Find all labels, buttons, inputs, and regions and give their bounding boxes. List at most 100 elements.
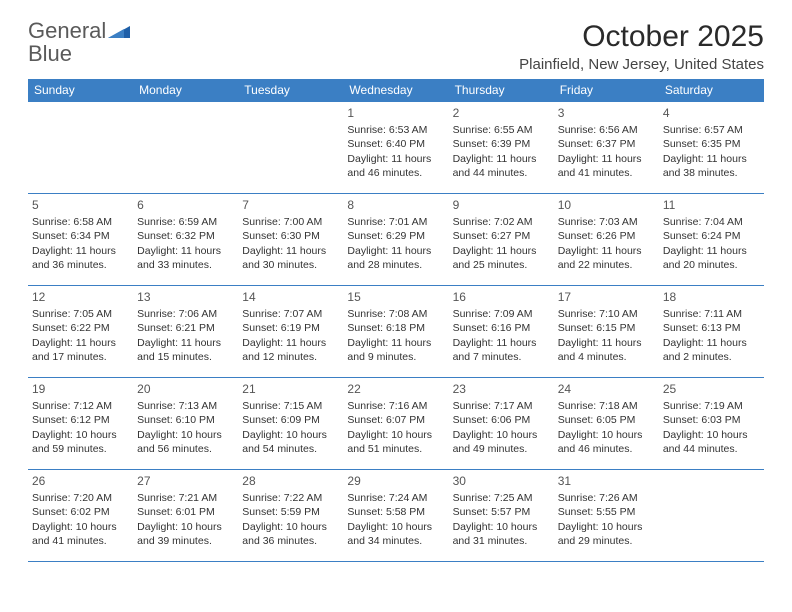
sunrise-text: Sunrise: 7:20 AM [32,491,129,505]
calendar-day-cell: 26Sunrise: 7:20 AMSunset: 6:02 PMDayligh… [28,470,133,562]
daylight1-text: Daylight: 10 hours [558,428,655,442]
sunset-text: Sunset: 5:58 PM [347,505,444,519]
sunset-text: Sunset: 6:03 PM [663,413,760,427]
weekday-header: Wednesday [343,79,448,102]
weekday-row: Sunday Monday Tuesday Wednesday Thursday… [28,79,764,102]
sunset-text: Sunset: 5:57 PM [453,505,550,519]
calendar-week-row: 12Sunrise: 7:05 AMSunset: 6:22 PMDayligh… [28,286,764,378]
weekday-header: Thursday [449,79,554,102]
calendar-day-cell: 5Sunrise: 6:58 AMSunset: 6:34 PMDaylight… [28,194,133,286]
daylight2-text: and 28 minutes. [347,258,444,272]
sunset-text: Sunset: 6:26 PM [558,229,655,243]
sunrise-text: Sunrise: 7:05 AM [32,307,129,321]
sunset-text: Sunset: 6:27 PM [453,229,550,243]
day-number: 14 [242,289,339,305]
sunrise-text: Sunrise: 7:00 AM [242,215,339,229]
daylight1-text: Daylight: 11 hours [663,152,760,166]
sunset-text: Sunset: 6:29 PM [347,229,444,243]
day-number: 27 [137,473,234,489]
day-number: 2 [453,105,550,121]
daylight1-text: Daylight: 11 hours [347,244,444,258]
calendar-day-cell [133,102,238,194]
daylight1-text: Daylight: 11 hours [558,152,655,166]
daylight2-text: and 56 minutes. [137,442,234,456]
weekday-header: Friday [554,79,659,102]
calendar-day-cell: 6Sunrise: 6:59 AMSunset: 6:32 PMDaylight… [133,194,238,286]
daylight2-text: and 54 minutes. [242,442,339,456]
calendar-week-row: 26Sunrise: 7:20 AMSunset: 6:02 PMDayligh… [28,470,764,562]
calendar-day-cell: 29Sunrise: 7:24 AMSunset: 5:58 PMDayligh… [343,470,448,562]
sunrise-text: Sunrise: 7:01 AM [347,215,444,229]
daylight2-text: and 12 minutes. [242,350,339,364]
daylight2-text: and 15 minutes. [137,350,234,364]
location: Plainfield, New Jersey, United States [519,56,764,73]
day-number: 21 [242,381,339,397]
sunset-text: Sunset: 6:39 PM [453,137,550,151]
sunset-text: Sunset: 6:13 PM [663,321,760,335]
daylight1-text: Daylight: 11 hours [347,336,444,350]
sunset-text: Sunset: 6:02 PM [32,505,129,519]
sunrise-text: Sunrise: 7:09 AM [453,307,550,321]
calendar-day-cell: 28Sunrise: 7:22 AMSunset: 5:59 PMDayligh… [238,470,343,562]
calendar-week-row: 1Sunrise: 6:53 AMSunset: 6:40 PMDaylight… [28,102,764,194]
day-number: 8 [347,197,444,213]
sunset-text: Sunset: 6:01 PM [137,505,234,519]
daylight1-text: Daylight: 11 hours [32,244,129,258]
header: General Blue October 2025 Plainfield, Ne… [28,20,764,73]
calendar-day-cell: 30Sunrise: 7:25 AMSunset: 5:57 PMDayligh… [449,470,554,562]
sunrise-text: Sunrise: 7:19 AM [663,399,760,413]
logo-triangle-icon [108,24,130,43]
calendar-head: Sunday Monday Tuesday Wednesday Thursday… [28,79,764,102]
calendar-table: Sunday Monday Tuesday Wednesday Thursday… [28,79,764,562]
sunrise-text: Sunrise: 7:08 AM [347,307,444,321]
calendar-day-cell [28,102,133,194]
day-number: 29 [347,473,444,489]
calendar-day-cell: 9Sunrise: 7:02 AMSunset: 6:27 PMDaylight… [449,194,554,286]
sunrise-text: Sunrise: 7:13 AM [137,399,234,413]
day-number: 28 [242,473,339,489]
day-number: 13 [137,289,234,305]
sunrise-text: Sunrise: 7:25 AM [453,491,550,505]
daylight2-text: and 25 minutes. [453,258,550,272]
sunrise-text: Sunrise: 7:03 AM [558,215,655,229]
daylight1-text: Daylight: 11 hours [453,152,550,166]
sunrise-text: Sunrise: 7:11 AM [663,307,760,321]
calendar-day-cell: 20Sunrise: 7:13 AMSunset: 6:10 PMDayligh… [133,378,238,470]
sunrise-text: Sunrise: 7:07 AM [242,307,339,321]
sunset-text: Sunset: 6:21 PM [137,321,234,335]
sunset-text: Sunset: 6:32 PM [137,229,234,243]
sunset-text: Sunset: 5:55 PM [558,505,655,519]
day-number: 16 [453,289,550,305]
sunset-text: Sunset: 6:16 PM [453,321,550,335]
daylight2-text: and 20 minutes. [663,258,760,272]
sunset-text: Sunset: 6:12 PM [32,413,129,427]
logo-text-general: General [28,18,106,43]
day-number: 11 [663,197,760,213]
sunrise-text: Sunrise: 7:18 AM [558,399,655,413]
calendar-day-cell: 18Sunrise: 7:11 AMSunset: 6:13 PMDayligh… [659,286,764,378]
sunrise-text: Sunrise: 7:21 AM [137,491,234,505]
daylight1-text: Daylight: 10 hours [663,428,760,442]
sunrise-text: Sunrise: 6:56 AM [558,123,655,137]
daylight1-text: Daylight: 10 hours [242,520,339,534]
daylight2-text: and 51 minutes. [347,442,444,456]
day-number: 10 [558,197,655,213]
sunset-text: Sunset: 6:37 PM [558,137,655,151]
calendar-week-row: 5Sunrise: 6:58 AMSunset: 6:34 PMDaylight… [28,194,764,286]
sunset-text: Sunset: 6:35 PM [663,137,760,151]
calendar-day-cell: 3 Sunrise: 6:56 AMSunset: 6:37 PMDaylight… [554,102,659,194]
daylight1-text: Daylight: 10 hours [453,428,550,442]
daylight2-text: and 31 minutes. [453,534,550,548]
daylight1-text: Daylight: 11 hours [242,244,339,258]
sunrise-text: Sunrise: 7:16 AM [347,399,444,413]
calendar-day-cell: 13Sunrise: 7:06 AMSunset: 6:21 PMDayligh… [133,286,238,378]
calendar-day-cell: 4Sunrise: 6:57 AMSunset: 6:35 PMDaylight… [659,102,764,194]
daylight1-text: Daylight: 11 hours [32,336,129,350]
sunset-text: Sunset: 6:18 PM [347,321,444,335]
daylight2-text: and 22 minutes. [558,258,655,272]
daylight1-text: Daylight: 11 hours [558,244,655,258]
calendar-day-cell: 15Sunrise: 7:08 AMSunset: 6:18 PMDayligh… [343,286,448,378]
day-number: 3 [558,105,655,121]
day-number: 17 [558,289,655,305]
calendar-day-cell: 31Sunrise: 7:26 AMSunset: 5:55 PMDayligh… [554,470,659,562]
